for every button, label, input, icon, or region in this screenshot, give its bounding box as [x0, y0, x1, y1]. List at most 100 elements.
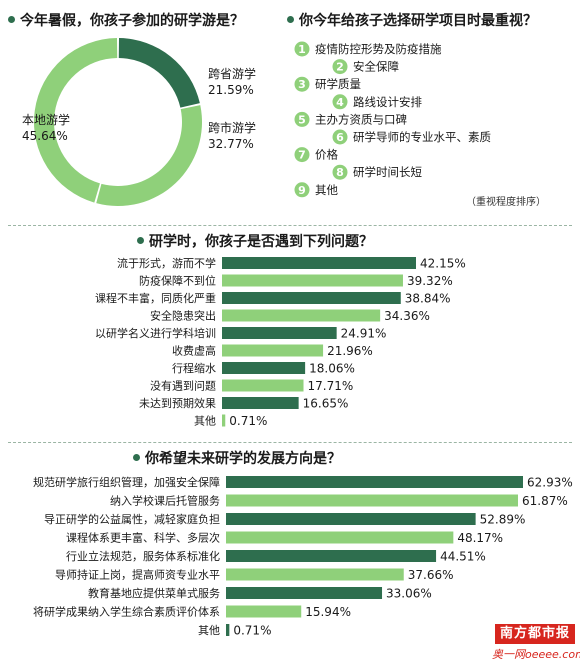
bar [226, 605, 302, 618]
bar-value-label: 52.89% [480, 513, 526, 527]
bar-value-label: 62.93% [527, 476, 573, 490]
future-direction-bar-chart: 规范研学旅行组织管理，加强安全保障 62.93% 纳入学校课后托管服务 61.87% 导… [33, 475, 573, 638]
rank-number: 1 [298, 43, 306, 56]
bar [226, 513, 476, 525]
rank-number: 5 [298, 113, 306, 126]
rank-badge-icon [294, 147, 310, 163]
problems-section-title: 研学时，你孩子是否遇到下列问题？ [137, 231, 373, 251]
bar-category-label: 规范研学旅行组织管理，加强安全保障 [33, 475, 220, 489]
pie-slice-value: 21.59% [208, 83, 254, 97]
bar-category-label: 导师持证上岗，提高师资专业水平 [55, 568, 220, 582]
rank-number: 8 [336, 166, 344, 179]
bar-category-label: 以研学名义进行学科培训 [95, 326, 216, 340]
bar-category-label: 行业立法规范，服务体系标准化 [66, 549, 220, 563]
bar-value-label: 18.06% [309, 362, 355, 376]
future-title-text: 你希望未来研学的发展方向是？ [145, 451, 341, 467]
bar-category-label: 其他 [198, 624, 220, 637]
bar [226, 568, 404, 581]
bar-value-label: 24.91% [341, 327, 387, 341]
bar-category-label: 其他 [194, 415, 216, 428]
brand-logo: 南方都市报 [495, 624, 575, 644]
brand-site: 奥一网oeeee.com [492, 648, 580, 661]
bar [222, 344, 324, 357]
bar [222, 327, 337, 339]
bar-value-label: 44.51% [440, 550, 486, 564]
bar-value-label: 21.96% [327, 344, 373, 358]
rank-badge-icon [294, 41, 310, 57]
rank-number: 9 [298, 184, 306, 197]
priority-item-label: 其他 [315, 183, 338, 197]
rank-number: 4 [336, 96, 344, 109]
rank-number: 7 [298, 149, 306, 162]
pie-slice-label: 跨市游学 [208, 120, 256, 135]
bar [226, 587, 383, 599]
divider [8, 225, 572, 226]
bar-value-label: 0.71% [233, 624, 271, 638]
bar [226, 494, 518, 507]
bar-category-label: 课程不丰富，同质化严重 [95, 291, 216, 305]
pie-slice-label: 本地游学 [22, 112, 70, 127]
priority-item-label: 路线设计安排 [353, 95, 422, 109]
bar-category-label: 将研学成果纳入学生综合素质评价体系 [33, 605, 220, 619]
future-section-title: 你希望未来研学的发展方向是？ [133, 448, 341, 468]
priority-item-label: 研学导师的专业水平、素质 [353, 130, 491, 144]
priority-item-label: 研学质量 [315, 77, 361, 91]
bullet-dot-icon [137, 236, 144, 244]
bar-category-label: 导正研学的公益属性，减轻家庭负担 [44, 512, 220, 526]
bar-value-label: 42.15% [420, 257, 466, 271]
rank-badge-icon [332, 129, 348, 145]
bar-value-label: 48.17% [457, 531, 503, 545]
bar-category-label: 安全隐患突出 [150, 309, 216, 323]
bar-value-label: 38.84% [405, 292, 451, 306]
rank-number: 3 [298, 78, 306, 91]
bar-category-label: 教育基地应提供菜单式服务 [88, 586, 220, 600]
rank-badge-icon [332, 164, 348, 180]
priority-section-title: 你今年给孩子选择研学项目时最重视？ [287, 10, 537, 30]
rank-number: 6 [336, 131, 344, 144]
rank-number: 2 [336, 61, 344, 74]
bar-category-label: 收费虚高 [172, 344, 216, 358]
bar [222, 257, 416, 269]
bar-category-label: 行程缩水 [172, 362, 216, 375]
rank-badge-icon [332, 94, 348, 110]
bar [222, 379, 304, 392]
priority-item-label: 研学时间长短 [353, 165, 422, 179]
bar-category-label: 课程体系更丰富、科学、多层次 [66, 531, 220, 545]
bullet-dot-icon [133, 453, 140, 461]
rank-badge-icon [294, 76, 310, 92]
priority-note: （重视程度排序） [466, 197, 546, 208]
bar [226, 476, 523, 488]
bar [222, 414, 226, 427]
bullet-dot-icon [8, 15, 15, 23]
problems-bar-chart: 流于形式，游而不学 42.15% 防疫保障不到位 39.32% 课程不丰富，同质化严重 3… [95, 256, 466, 428]
priority-title-text: 你今年给孩子选择研学项目时最重视？ [299, 13, 537, 29]
bar-value-label: 17.71% [308, 379, 354, 393]
travel-type-pie-chart: 跨省游学 21.59% 跨市游学 32.77% 本地游学 45.64% [22, 38, 256, 207]
bar-value-label: 15.94% [305, 605, 351, 619]
divider [8, 442, 572, 443]
rank-badge-icon [294, 111, 310, 127]
bullet-dot-icon [287, 15, 294, 23]
pie-slice-3 [33, 38, 118, 203]
bar-category-label: 防疫保障不到位 [139, 274, 216, 288]
pie-section-title: 今年暑假，你孩子参加的研学游是？ [8, 10, 244, 30]
priority-item-label: 疫情防控形势及防疫措施 [315, 42, 442, 56]
bar [222, 397, 299, 409]
bar-value-label: 0.71% [229, 414, 267, 428]
bar [222, 292, 401, 304]
bar-category-label: 未达到预期效果 [139, 396, 216, 410]
bar-category-label: 没有遇到问题 [150, 379, 216, 393]
bar-value-label: 33.06% [386, 587, 432, 601]
pie-slice-1 [118, 38, 200, 108]
bar [222, 274, 403, 287]
pie-title-text: 今年暑假，你孩子参加的研学游是？ [20, 13, 244, 29]
bar [226, 531, 454, 544]
pie-slice-value: 32.77% [208, 137, 254, 151]
bar-category-label: 流于形式，游而不学 [117, 256, 216, 270]
pie-slice-label: 跨省游学 [208, 66, 256, 81]
priority-item-label: 价格 [315, 148, 338, 162]
problems-title-text: 研学时，你孩子是否遇到下列问题？ [149, 234, 373, 250]
rank-badge-icon [294, 182, 310, 198]
bar [226, 624, 230, 636]
